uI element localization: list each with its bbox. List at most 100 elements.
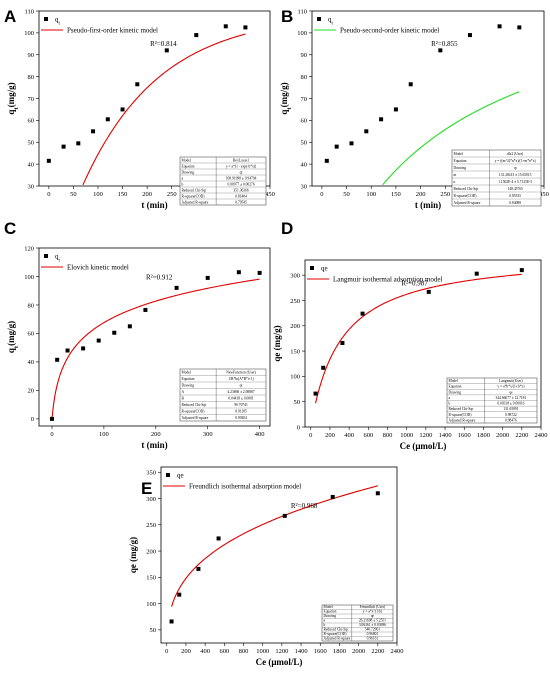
fit-table-value: 0.96801 <box>367 632 379 636</box>
fit-curve <box>382 91 520 186</box>
x-tick-label: 300 <box>203 431 213 438</box>
fit-table-key: Drawing <box>449 390 462 394</box>
y-tick-label: 30 <box>301 183 308 190</box>
chart-panel-e: E 0 200 400 600 800 1000 1200 1400 1600 1800 2000 22… <box>128 466 404 667</box>
r-squared-label: R²=0.814 <box>150 40 177 48</box>
data-point <box>467 33 472 38</box>
y-tick-label: 50 <box>301 140 308 147</box>
x-tick-label: 200 <box>325 432 335 439</box>
fit-table-key: Reduced Chi-Sqr <box>454 187 480 191</box>
y-tick-label: 60 <box>28 118 35 125</box>
x-tick-label: 1200 <box>419 432 432 439</box>
data-point <box>519 268 524 273</box>
fit-table-key: R-square(COD) <box>454 194 478 198</box>
fit-table-key: Drawing <box>454 166 467 170</box>
fit-curve <box>315 273 522 404</box>
fit-table-value: 26.21698 ± 5.2551 <box>359 619 386 623</box>
fit-table-key: Drawing <box>182 170 195 174</box>
fit-table-key: Drawing <box>182 384 195 388</box>
fit-table-value: 0.84088 <box>509 201 521 205</box>
fit-curve <box>82 33 246 186</box>
fit-table-key: a <box>324 619 326 623</box>
data-point <box>61 144 66 149</box>
x-tick-label: 200 <box>151 431 161 438</box>
data-point <box>438 48 443 53</box>
x-tick-label: 400 <box>344 432 354 439</box>
data-point <box>169 619 174 624</box>
plot-frame <box>38 247 271 427</box>
y-tick-label: 50 <box>150 627 157 634</box>
x-axis-title: t (min) <box>141 440 167 450</box>
fit-table-value: 131.28413 ± 15.65015 <box>499 173 532 177</box>
data-point <box>324 158 329 163</box>
x-tick-label: 2000 <box>352 648 365 655</box>
y-axis-title: qt(mg/g) <box>6 82 20 114</box>
data-point <box>223 24 228 29</box>
fit-parameter-table: Model Freundlich (User) Equation y = a*x^(1… <box>321 604 394 642</box>
x-tick-label: 250 <box>167 191 177 198</box>
legend-label-fit: Freundlich isothermal adsorption model <box>189 483 301 491</box>
x-tick-label: 400 <box>200 648 210 655</box>
chart-panel-d: D0 200 400 600 800 1000 1200 1400 1600 1800 2000 22… <box>272 219 548 451</box>
fit-parameter-table: Model dls2 (User) Equation y = ((m^2)*n*x)/… <box>451 149 542 207</box>
y-tick-label: 100 <box>146 601 156 608</box>
data-point <box>474 271 479 276</box>
data-point <box>46 158 51 163</box>
y-tick-label: 40 <box>28 161 35 168</box>
x-tick-label: 50 <box>70 191 77 198</box>
y-tick-label: 90 <box>28 52 35 59</box>
x-tick-label: 2200 <box>371 648 384 655</box>
fit-table-value: 0.79545 <box>235 200 247 204</box>
x-tick-label: 1000 <box>256 648 269 655</box>
data-point <box>96 338 101 343</box>
x-tick-label: 200 <box>142 191 152 198</box>
x-tick-label: 1800 <box>477 432 490 439</box>
x-tick-label: 250 <box>440 191 450 198</box>
panel-letter: D <box>281 219 293 238</box>
fit-table-value: 3.06361 ± 0.03696 <box>359 623 386 627</box>
fit-table-value: 0.00318 ± 0.00016 <box>497 402 524 406</box>
fit-table-key: n <box>454 180 456 184</box>
y-tick-label: 150 <box>146 575 156 582</box>
y-tick-label: 80 <box>301 74 308 81</box>
x-tick-label: 1600 <box>458 432 471 439</box>
y-tick-label: 50 <box>28 140 35 147</box>
fit-table-key: a <box>449 396 451 400</box>
legend-label-scatter: qt <box>328 16 334 27</box>
y-tick-label: 60 <box>301 118 308 125</box>
fit-table-value: y = a*b*x/(1+b*x) <box>497 385 525 389</box>
data-point <box>196 566 201 571</box>
data-point <box>393 107 398 112</box>
legend-marker-scatter <box>317 17 321 21</box>
fit-table-value: qt <box>514 166 517 170</box>
data-point <box>313 391 318 396</box>
fit-table-key: b <box>324 623 326 627</box>
fit-table-value: 351.36366 <box>233 188 248 192</box>
data-point <box>334 144 339 149</box>
fit-table-value: 0.00977 ± 0.00276 <box>227 182 254 186</box>
data-point <box>76 141 81 146</box>
x-tick-label: 1400 <box>439 432 452 439</box>
fit-table-value: y = a*(1 - exp(-b*x)) <box>226 164 257 168</box>
y-tick-label: 300 <box>290 272 300 279</box>
legend-marker-scatter <box>166 473 170 477</box>
fit-table-value: 344.66077 ± 12.7181 <box>496 396 527 400</box>
panel-letter: C <box>4 219 16 238</box>
fit-table-value: NewFunction (User) <box>226 371 256 375</box>
x-tick-label: 0 <box>47 191 50 198</box>
data-point <box>127 324 132 329</box>
y-tick-label: 100 <box>24 30 34 37</box>
fit-table-key: Equation <box>324 610 337 614</box>
panel-letter: A <box>4 7 16 26</box>
fit-table-key: b <box>449 402 451 406</box>
x-tick-label: 450 <box>539 191 549 198</box>
r-squared-label: R²=0.968 <box>291 502 318 510</box>
data-point <box>408 82 413 87</box>
x-tick-label: 100 <box>93 191 103 198</box>
fit-table-value: 0.96161 <box>367 637 379 641</box>
y-tick-label: 100 <box>290 374 300 381</box>
fit-table-value: 1.1502E-4 ± 5.7125E-5 <box>498 180 532 184</box>
data-point <box>426 289 431 294</box>
fit-table-value: qt <box>240 170 243 174</box>
